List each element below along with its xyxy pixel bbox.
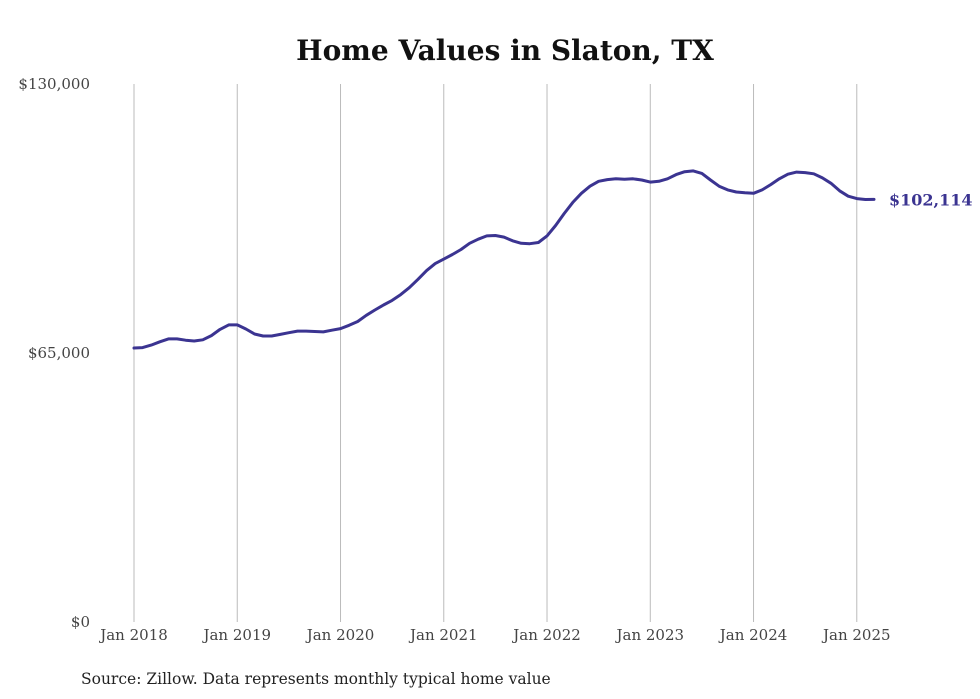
x-tick-label: Jan 2020	[305, 626, 375, 644]
y-tick-label: $0	[71, 613, 90, 631]
x-tick-label: Jan 2021	[408, 626, 478, 644]
end-value-label: $102,114	[889, 190, 973, 209]
gridlines	[133, 84, 858, 622]
y-tick-label: $130,000	[18, 75, 90, 93]
x-tick-label: Jan 2023	[614, 626, 684, 644]
source-note: Source: Zillow. Data represents monthly …	[81, 670, 551, 688]
chart-title: Home Values in Slaton, TX	[296, 34, 714, 67]
x-tick-label: Jan 2025	[821, 626, 891, 644]
x-axis-ticks: Jan 2018 Jan 2019 Jan 2020 Jan 2021 Jan 2022…	[98, 626, 890, 644]
x-tick-label: Jan 2024	[718, 626, 788, 644]
y-axis-ticks: $0 $65,000 $130,000	[18, 75, 90, 631]
x-tick-label: Jan 2018	[98, 626, 168, 644]
x-tick-label: Jan 2019	[201, 626, 271, 644]
home-value-line	[132, 169, 876, 350]
y-tick-label: $65,000	[28, 344, 90, 362]
x-tick-label: Jan 2022	[511, 626, 581, 644]
